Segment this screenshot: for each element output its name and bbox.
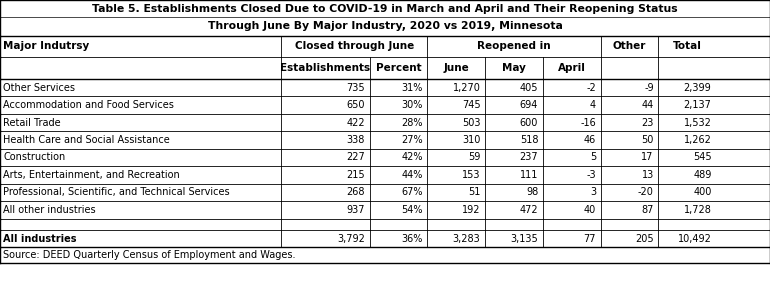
Text: 40: 40 — [584, 205, 596, 215]
Text: 87: 87 — [641, 205, 654, 215]
Text: Health Care and Social Assistance: Health Care and Social Assistance — [3, 135, 170, 145]
Text: 405: 405 — [520, 82, 538, 93]
Text: Closed through June: Closed through June — [295, 41, 413, 51]
Text: 10,492: 10,492 — [678, 234, 711, 244]
Text: 17: 17 — [641, 152, 654, 163]
Text: 518: 518 — [520, 135, 538, 145]
Text: Establishments: Establishments — [280, 63, 370, 73]
Text: Through June By Major Industry, 2020 vs 2019, Minnesota: Through June By Major Industry, 2020 vs … — [208, 21, 562, 31]
Text: 4: 4 — [590, 100, 596, 110]
Text: 3: 3 — [590, 187, 596, 197]
Text: Professional, Scientific, and Technical Services: Professional, Scientific, and Technical … — [3, 187, 229, 197]
Text: Reopened in: Reopened in — [477, 41, 551, 51]
Text: 1,532: 1,532 — [684, 117, 711, 128]
Text: All other industries: All other industries — [3, 205, 95, 215]
Text: Other: Other — [613, 41, 646, 51]
Text: 44: 44 — [641, 100, 654, 110]
Text: 59: 59 — [468, 152, 480, 163]
Text: 51: 51 — [468, 187, 480, 197]
Text: 67%: 67% — [401, 187, 423, 197]
Text: 735: 735 — [346, 82, 365, 93]
Text: 192: 192 — [462, 205, 480, 215]
Text: 600: 600 — [520, 117, 538, 128]
Text: 489: 489 — [693, 170, 711, 180]
Text: -20: -20 — [638, 187, 654, 197]
Text: All industries: All industries — [3, 234, 76, 244]
Text: Percent: Percent — [376, 63, 421, 73]
Text: 545: 545 — [693, 152, 711, 163]
Text: -16: -16 — [581, 117, 596, 128]
Text: 27%: 27% — [401, 135, 423, 145]
Text: 2,399: 2,399 — [684, 82, 711, 93]
Text: 98: 98 — [526, 187, 538, 197]
Text: Retail Trade: Retail Trade — [3, 117, 61, 128]
Text: Accommodation and Food Services: Accommodation and Food Services — [3, 100, 174, 110]
Text: 1,262: 1,262 — [684, 135, 711, 145]
Text: 30%: 30% — [401, 100, 423, 110]
Text: 1,728: 1,728 — [684, 205, 711, 215]
Text: 338: 338 — [346, 135, 365, 145]
Text: 472: 472 — [520, 205, 538, 215]
Text: 153: 153 — [462, 170, 480, 180]
Text: 694: 694 — [520, 100, 538, 110]
Text: 50: 50 — [641, 135, 654, 145]
Text: Other Services: Other Services — [3, 82, 75, 93]
Text: 268: 268 — [346, 187, 365, 197]
Text: 3,792: 3,792 — [337, 234, 365, 244]
Text: 5: 5 — [590, 152, 596, 163]
Text: 745: 745 — [462, 100, 480, 110]
Text: 227: 227 — [346, 152, 365, 163]
Text: 937: 937 — [346, 205, 365, 215]
Text: Major Indutrsy: Major Indutrsy — [3, 41, 89, 51]
Text: 3,135: 3,135 — [511, 234, 538, 244]
Text: 44%: 44% — [401, 170, 423, 180]
Text: Source: DEED Quarterly Census of Employment and Wages.: Source: DEED Quarterly Census of Employm… — [3, 250, 296, 260]
Text: 46: 46 — [584, 135, 596, 145]
Text: June: June — [444, 63, 469, 73]
Text: 111: 111 — [520, 170, 538, 180]
Text: 3,283: 3,283 — [453, 234, 480, 244]
Text: 13: 13 — [641, 170, 654, 180]
Text: 205: 205 — [635, 234, 654, 244]
Text: -2: -2 — [586, 82, 596, 93]
Text: 36%: 36% — [401, 234, 423, 244]
Text: 237: 237 — [520, 152, 538, 163]
Text: 400: 400 — [693, 187, 711, 197]
Text: April: April — [557, 63, 586, 73]
Text: Construction: Construction — [3, 152, 65, 163]
Text: Table 5. Establishments Closed Due to COVID-19 in March and April and Their Reop: Table 5. Establishments Closed Due to CO… — [92, 4, 678, 14]
Text: 77: 77 — [584, 234, 596, 244]
Text: 1,270: 1,270 — [453, 82, 480, 93]
Text: 422: 422 — [346, 117, 365, 128]
Text: 503: 503 — [462, 117, 480, 128]
Text: -9: -9 — [644, 82, 654, 93]
Text: 54%: 54% — [401, 205, 423, 215]
Text: -3: -3 — [586, 170, 596, 180]
Text: Arts, Entertainment, and Recreation: Arts, Entertainment, and Recreation — [3, 170, 180, 180]
Text: 2,137: 2,137 — [684, 100, 711, 110]
Text: 215: 215 — [346, 170, 365, 180]
Text: May: May — [502, 63, 526, 73]
Text: 310: 310 — [462, 135, 480, 145]
Text: 23: 23 — [641, 117, 654, 128]
Text: 650: 650 — [346, 100, 365, 110]
Text: 31%: 31% — [401, 82, 423, 93]
Text: Total: Total — [673, 41, 701, 51]
Text: 42%: 42% — [401, 152, 423, 163]
Text: 28%: 28% — [401, 117, 423, 128]
